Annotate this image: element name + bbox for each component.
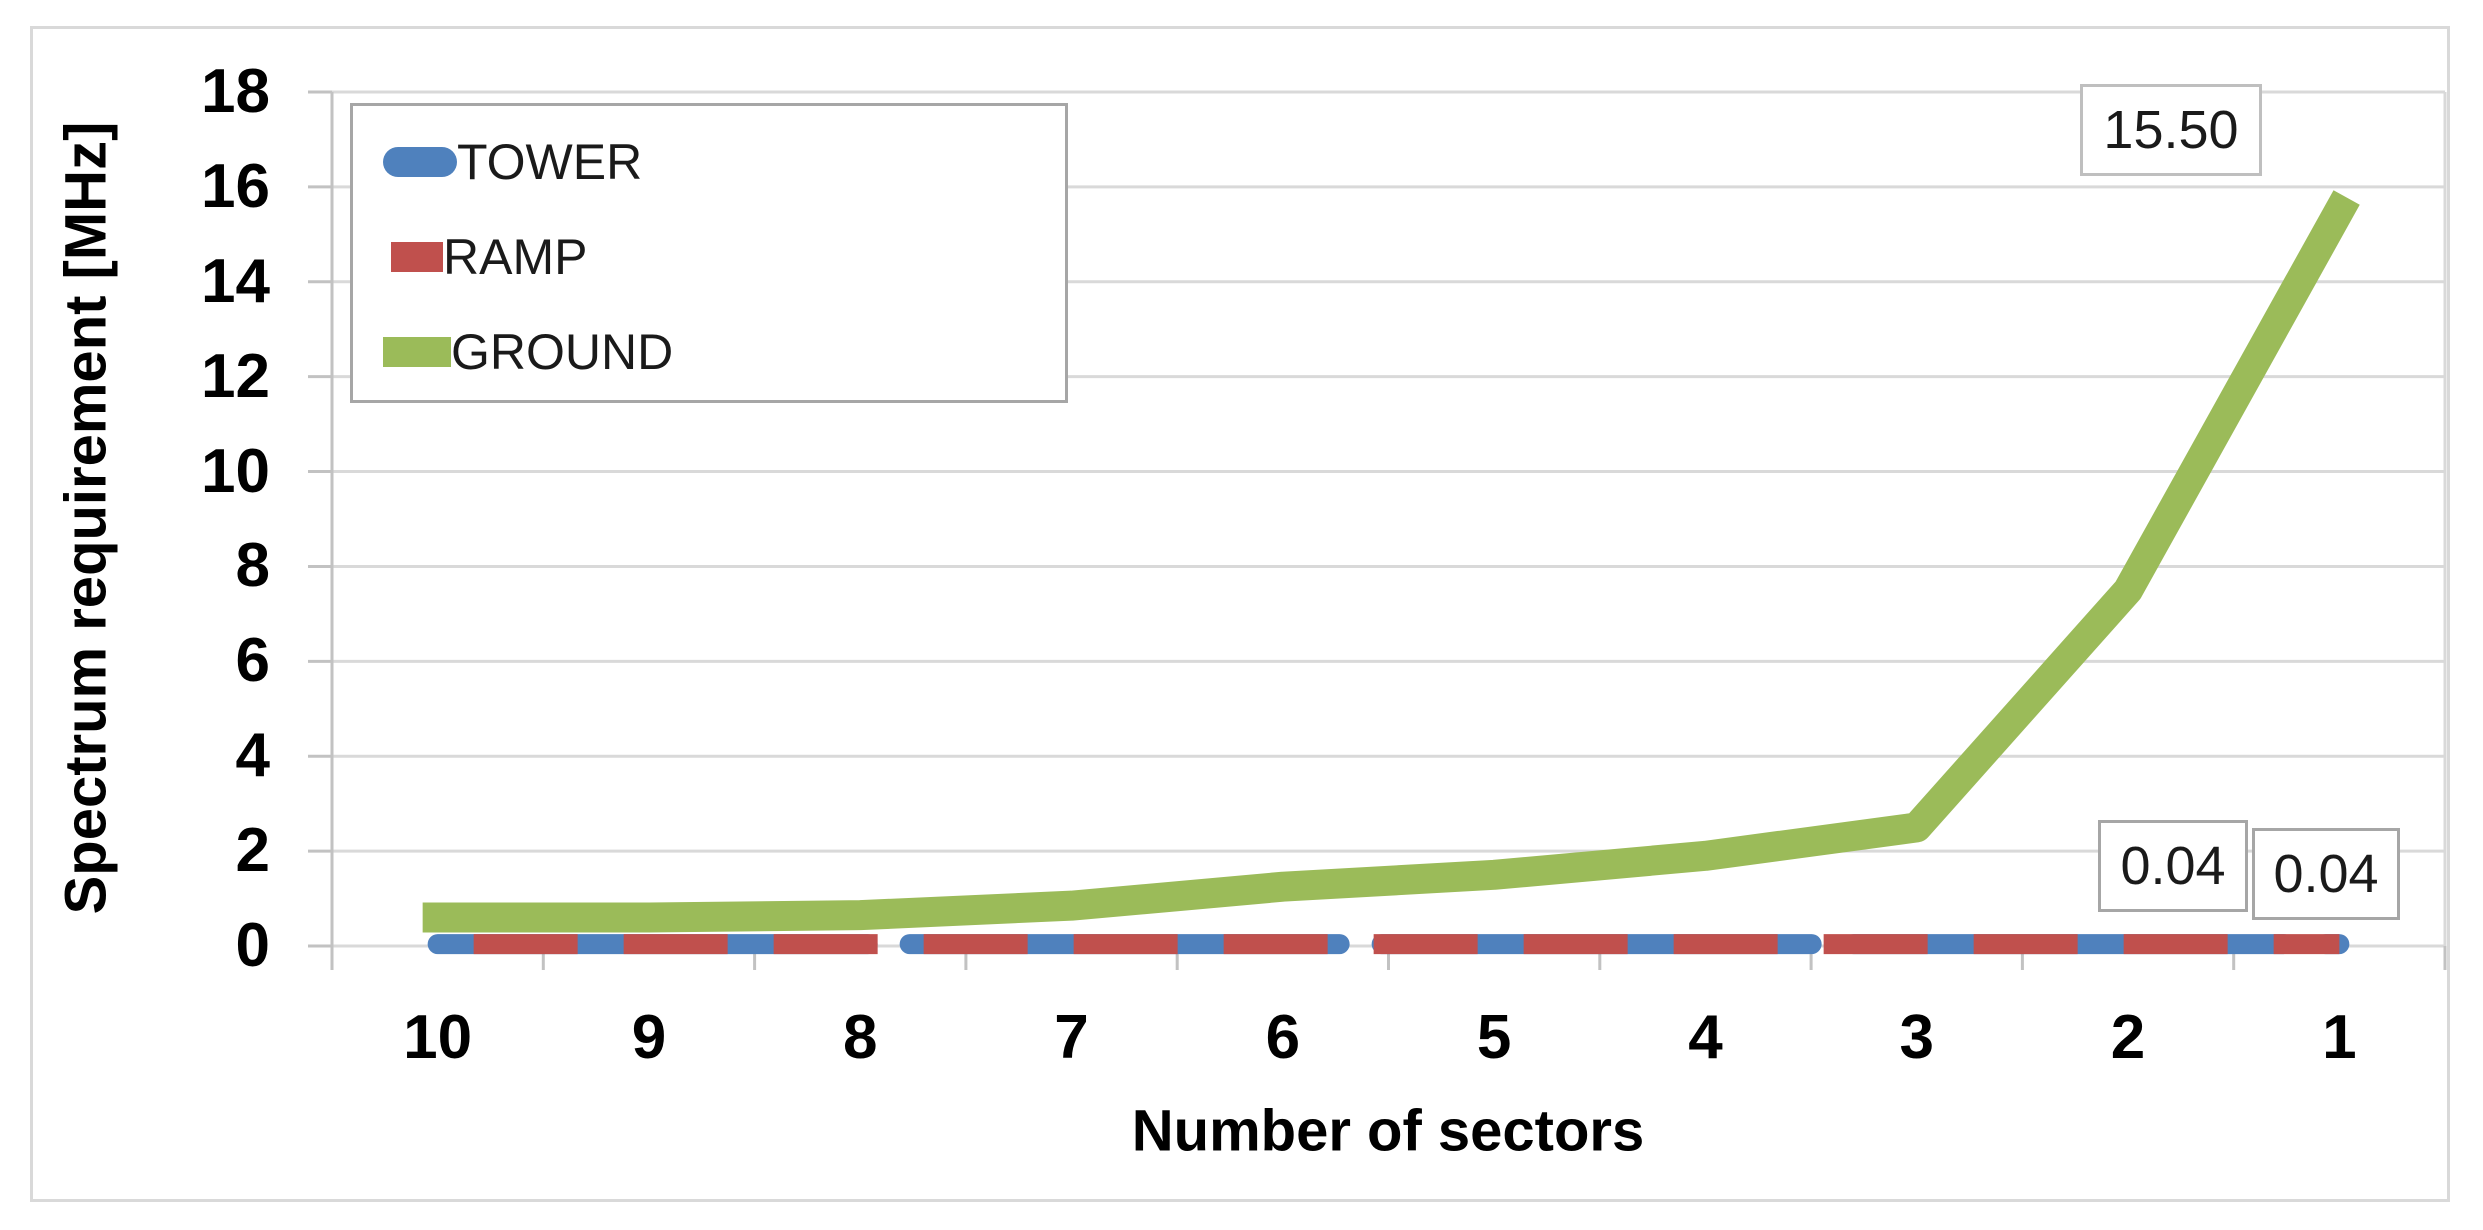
legend-label-ground: GROUND (451, 324, 674, 381)
legend-item-tower: TOWER (383, 114, 1065, 209)
y-tick-label: 12 (201, 341, 270, 411)
y-tick-label: 14 (201, 246, 270, 316)
x-tick-label: 5 (1476, 1003, 1512, 1072)
x-tick-label: 2 (2110, 1003, 2146, 1072)
data-label-ground-max: 15.50 (2080, 84, 2262, 176)
y-tick-label: 18 (201, 57, 270, 126)
legend-item-ground: GROUND (383, 305, 1065, 400)
legend-label-ramp: RAMP (443, 228, 588, 285)
figure-border (30, 26, 2450, 1202)
x-tick-label: 8 (843, 1003, 878, 1072)
tower-line-swatch (383, 146, 457, 177)
y-tick-label: 16 (201, 151, 270, 221)
x-tick-label: 3 (1899, 1003, 1934, 1072)
x-tick-label: 6 (1265, 1003, 1301, 1072)
x-tick-label: 4 (1688, 1003, 1723, 1072)
x-tick-label: 7 (1054, 1003, 1089, 1072)
y-tick-label: 0 (235, 911, 270, 980)
x-tick-label: 9 (631, 1003, 667, 1072)
y-tick-label: 8 (235, 531, 270, 601)
x-tick-label: 1 (2322, 1003, 2357, 1072)
legend-item-ramp: RAMP (383, 209, 1065, 304)
data-label-ramp: 0.04 (2252, 828, 2400, 920)
y-tick-label: 4 (235, 721, 270, 791)
ramp-line-swatch (391, 241, 443, 272)
data-label-tower: 0.04 (2098, 820, 2248, 912)
y-axis-title: Spectrum requirement [MHz] (53, 121, 119, 915)
legend: TOWER RAMP GROUND (350, 103, 1068, 403)
y-tick-label: 6 (235, 626, 270, 696)
legend-label-tower: TOWER (457, 133, 643, 190)
x-axis-title: Number of sectors (1131, 1098, 1645, 1164)
x-tick-label: 10 (403, 1003, 473, 1072)
y-tick-label: 10 (201, 436, 270, 506)
y-tick-label: 2 (235, 816, 270, 886)
ground-line-swatch (383, 337, 451, 368)
